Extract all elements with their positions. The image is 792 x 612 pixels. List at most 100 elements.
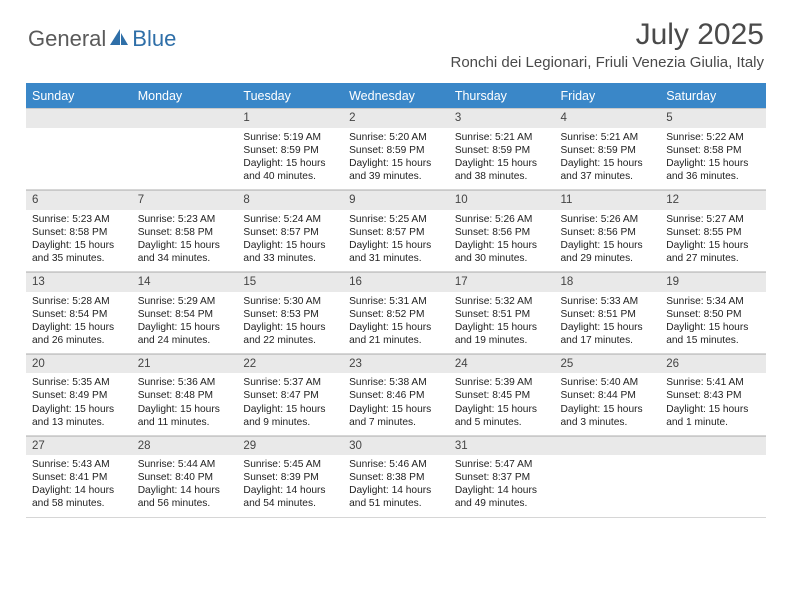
calendar-day-cell: 9Sunrise: 5:25 AMSunset: 8:57 PMDaylight… [343,189,449,271]
day-sunset: Sunset: 8:59 PM [243,144,337,157]
day-sunset: Sunset: 8:50 PM [666,308,760,321]
day-sunset: Sunset: 8:38 PM [349,471,443,484]
day-sunrise: Sunrise: 5:38 AM [349,376,443,389]
day-number: 28 [132,436,238,456]
day-content: Sunrise: 5:39 AMSunset: 8:45 PMDaylight:… [449,373,555,434]
calendar-day-cell: 12Sunrise: 5:27 AMSunset: 8:55 PMDayligh… [660,189,766,271]
logo-text-blue: Blue [132,26,176,52]
day-number: 20 [26,354,132,374]
day-sunset: Sunset: 8:51 PM [455,308,549,321]
day-number: 22 [237,354,343,374]
calendar-day-cell: 3Sunrise: 5:21 AMSunset: 8:59 PMDaylight… [449,108,555,189]
day-sunrise: Sunrise: 5:32 AM [455,295,549,308]
day-content: Sunrise: 5:38 AMSunset: 8:46 PMDaylight:… [343,373,449,434]
day-sunset: Sunset: 8:45 PM [455,389,549,402]
day-content: Sunrise: 5:19 AMSunset: 8:59 PMDaylight:… [237,128,343,189]
day-content: Sunrise: 5:27 AMSunset: 8:55 PMDaylight:… [660,210,766,271]
day-content: Sunrise: 5:21 AMSunset: 8:59 PMDaylight:… [449,128,555,189]
day-sunset: Sunset: 8:43 PM [666,389,760,402]
calendar-week-row: 20Sunrise: 5:35 AMSunset: 8:49 PMDayligh… [26,353,766,435]
day-number: 30 [343,436,449,456]
day-content: Sunrise: 5:21 AMSunset: 8:59 PMDaylight:… [555,128,661,189]
calendar-day-cell: 16Sunrise: 5:31 AMSunset: 8:52 PMDayligh… [343,271,449,353]
day-sunrise: Sunrise: 5:34 AM [666,295,760,308]
day-number: 23 [343,354,449,374]
day-daylight: Daylight: 15 hours and 33 minutes. [243,239,337,265]
day-daylight: Daylight: 15 hours and 13 minutes. [32,403,126,429]
calendar-day-cell: 17Sunrise: 5:32 AMSunset: 8:51 PMDayligh… [449,271,555,353]
calendar-day-cell: 21Sunrise: 5:36 AMSunset: 8:48 PMDayligh… [132,353,238,435]
location-subtitle: Ronchi dei Legionari, Friuli Venezia Giu… [451,54,765,71]
calendar-day-cell: 11 Sunrise: 5:26 AMSunset: 8:56 PMDayligh… [555,189,661,271]
day-sunrise: Sunrise: 5:29 AM [138,295,232,308]
day-content: Sunrise: 5:37 AMSunset: 8:47 PMDaylight:… [237,373,343,434]
calendar-day-cell: 25Sunrise: 5:40 AMSunset: 8:44 PMDayligh… [555,353,661,435]
day-sunset: Sunset: 8:39 PM [243,471,337,484]
day-daylight: Daylight: 14 hours and 56 minutes. [138,484,232,510]
day-number: 18 [555,272,661,292]
day-sunset: Sunset: 8:58 PM [666,144,760,157]
calendar-day-cell: 31Sunrise: 5:47 AMSunset: 8:37 PMDayligh… [449,435,555,517]
day-sunset: Sunset: 8:57 PM [243,226,337,239]
day-daylight: Daylight: 15 hours and 1 minute. [666,403,760,429]
day-content: Sunrise: 5:29 AMSunset: 8:54 PMDaylight:… [132,292,238,353]
logo-text-general: General [28,26,106,52]
day-number: 17 [449,272,555,292]
calendar-day-cell: 8Sunrise: 5:24 AMSunset: 8:57 PMDaylight… [237,189,343,271]
day-number: 24 [449,354,555,374]
calendar-day-cell: 5Sunrise: 5:22 AMSunset: 8:58 PMDaylight… [660,108,766,189]
day-content: Sunrise: 5:46 AMSunset: 8:38 PMDaylight:… [343,455,449,516]
day-number: 5 [660,108,766,128]
day-sunset: Sunset: 8:56 PM [561,226,655,239]
day-sunset: Sunset: 8:54 PM [32,308,126,321]
day-content: Sunrise: 5:33 AMSunset: 8:51 PMDaylight:… [555,292,661,353]
day-daylight: Daylight: 14 hours and 58 minutes. [32,484,126,510]
day-daylight: Daylight: 15 hours and 17 minutes. [561,321,655,347]
day-sunset: Sunset: 8:49 PM [32,389,126,402]
day-number: 29 [237,436,343,456]
day-content: Sunrise: 5:28 AMSunset: 8:54 PMDaylight:… [26,292,132,353]
calendar-day-cell: 1Sunrise: 5:19 AMSunset: 8:59 PMDaylight… [237,108,343,189]
day-content: Sunrise: 5:35 AMSunset: 8:49 PMDaylight:… [26,373,132,434]
calendar-day-cell [26,108,132,189]
day-daylight: Daylight: 15 hours and 29 minutes. [561,239,655,265]
day-sunset: Sunset: 8:41 PM [32,471,126,484]
day-content: Sunrise: 5:23 AMSunset: 8:58 PMDaylight:… [26,210,132,271]
day-sunrise: Sunrise: 5:21 AM [561,131,655,144]
day-sunrise: Sunrise: 5:28 AM [32,295,126,308]
day-number: 11 [555,190,661,210]
day-number: 1 [237,108,343,128]
day-number: 27 [26,436,132,456]
day-number: 10 [449,190,555,210]
day-sunset: Sunset: 8:44 PM [561,389,655,402]
day-number-empty [132,108,238,128]
day-sunset: Sunset: 8:54 PM [138,308,232,321]
day-number-empty [26,108,132,128]
day-daylight: Daylight: 15 hours and 34 minutes. [138,239,232,265]
day-daylight: Daylight: 15 hours and 39 minutes. [349,157,443,183]
day-daylight: Daylight: 14 hours and 54 minutes. [243,484,337,510]
day-number: 7 [132,190,238,210]
weekday-header: Sunday [26,84,132,109]
day-content: Sunrise: 5:41 AMSunset: 8:43 PMDaylight:… [660,373,766,434]
day-daylight: Daylight: 14 hours and 51 minutes. [349,484,443,510]
calendar-day-cell: 4Sunrise: 5:21 AMSunset: 8:59 PMDaylight… [555,108,661,189]
day-content-empty [555,455,661,513]
day-sunset: Sunset: 8:48 PM [138,389,232,402]
day-sunrise: Sunrise: 5:26 AM [561,213,655,226]
day-number: 19 [660,272,766,292]
day-sunset: Sunset: 8:55 PM [666,226,760,239]
day-content: Sunrise: 5:43 AMSunset: 8:41 PMDaylight:… [26,455,132,516]
day-number: 31 [449,436,555,456]
calendar-day-cell: 10Sunrise: 5:26 AMSunset: 8:56 PMDayligh… [449,189,555,271]
weekday-header: Wednesday [343,84,449,109]
day-daylight: Daylight: 15 hours and 40 minutes. [243,157,337,183]
day-number: 15 [237,272,343,292]
day-sunset: Sunset: 8:51 PM [561,308,655,321]
day-sunrise: Sunrise: 5:19 AM [243,131,337,144]
month-title: July 2025 [451,18,765,52]
calendar-day-cell: 20Sunrise: 5:35 AMSunset: 8:49 PMDayligh… [26,353,132,435]
day-sunrise: Sunrise: 5:22 AM [666,131,760,144]
calendar-day-cell: 30Sunrise: 5:46 AMSunset: 8:38 PMDayligh… [343,435,449,517]
day-content-empty [26,128,132,186]
